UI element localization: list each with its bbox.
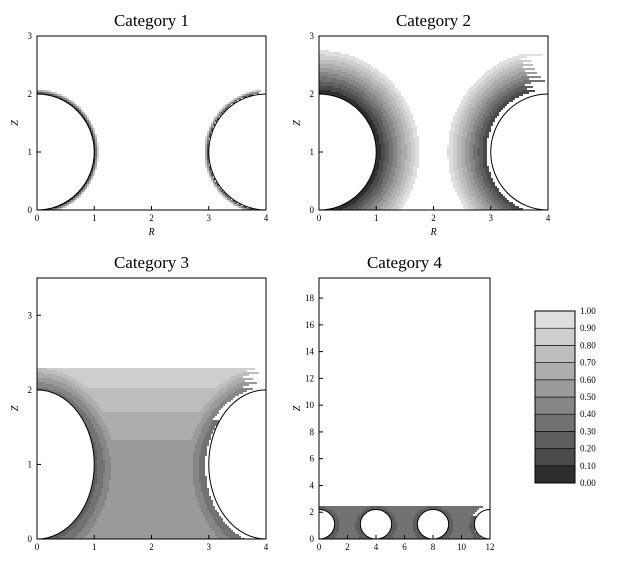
- colorbar-band: [534, 413, 576, 432]
- plot-frame: [318, 277, 491, 540]
- y-tick-label: 10: [305, 400, 315, 410]
- x-tick-label: 2: [149, 542, 154, 552]
- colorbar-band: [534, 310, 576, 329]
- colorbar-label: 0.90: [580, 323, 596, 333]
- colorbar-label: 0.30: [580, 426, 596, 436]
- y-tick-label: 3: [28, 310, 33, 320]
- obstacles: [37, 93, 266, 210]
- obstacle-circle: [473, 509, 490, 539]
- y-tick-label: 14: [305, 347, 315, 357]
- y-axis-label: Z: [10, 120, 21, 126]
- obstacle-circle: [319, 93, 377, 210]
- x-tick-label: 4: [546, 213, 551, 223]
- colorbar-label: 0.70: [580, 358, 596, 368]
- obstacle-circle: [490, 93, 548, 210]
- x-tick-label: 1: [374, 213, 379, 223]
- colorbar-band: [534, 362, 576, 381]
- y-tick-label: 0: [28, 205, 33, 215]
- panel-1: 0 1 2 3 4 0 1 2 3 Category 1 R Z: [10, 11, 269, 238]
- x-tick-label: 2: [431, 213, 436, 223]
- y-tick-label: 0: [28, 534, 33, 544]
- panel-4: 0 2 4 6 8 10 12 0 2 4 6 8 10 12 14 16 18 Category 4 Z: [292, 253, 495, 552]
- x-tick-label: 3: [207, 213, 212, 223]
- panel-2: 0 1 2 3 4 0 1 2 3 Category 2 R Z: [292, 11, 551, 238]
- colorbar-label: 0.10: [580, 461, 596, 471]
- obstacle-circle: [37, 389, 95, 539]
- y-tick-label: 2: [310, 89, 315, 99]
- y-tick-label: 4: [310, 480, 315, 490]
- y-axis-label: Z: [10, 405, 21, 411]
- y-axis-label: Z: [292, 120, 303, 126]
- colorbar-band: [534, 465, 576, 484]
- y-tick-label: 6: [310, 454, 315, 464]
- colorbar-label: 0.60: [580, 375, 596, 385]
- y-tick-label: 3: [28, 31, 33, 41]
- x-tick-label: 6: [402, 542, 407, 552]
- x-tick-label: 8: [431, 542, 436, 552]
- y-tick-label: 16: [305, 320, 315, 330]
- colorbar-band: [534, 345, 576, 363]
- x-tick-label: 0: [317, 542, 322, 552]
- obstacles: [319, 509, 490, 539]
- obstacle-circle: [208, 93, 266, 210]
- x-tick-label: 12: [486, 542, 495, 552]
- panel-title: Category 4: [367, 253, 443, 272]
- y-tick-label: 1: [310, 147, 315, 157]
- obstacles: [319, 93, 548, 210]
- colorbar-band: [534, 396, 576, 415]
- y-tick-label: 8: [310, 427, 315, 437]
- colorbar-label: 0.20: [580, 444, 596, 454]
- colorbar-label: 1.00: [580, 306, 596, 316]
- x-tick-label: 3: [207, 542, 212, 552]
- panel-title: Category 1: [114, 11, 189, 30]
- x-tick-label: 1: [92, 542, 97, 552]
- colorbar-band: [534, 448, 576, 467]
- x-tick-label: 10: [457, 542, 467, 552]
- y-tick-label: 2: [28, 385, 33, 395]
- obstacle-circle: [416, 509, 450, 539]
- x-tick-label: 4: [264, 542, 269, 552]
- colorbar: 0.00 0.10 0.20 0.30 0.40 0.50 0.60 0.70 0.80 0.90…: [534, 306, 596, 488]
- y-tick-label: 18: [305, 293, 315, 303]
- x-tick-label: 0: [35, 542, 40, 552]
- x-tick-label: 4: [264, 213, 269, 223]
- colorbar-band: [534, 327, 576, 346]
- y-tick-label: 1: [28, 147, 33, 157]
- x-tick-label: 1: [92, 213, 97, 223]
- colorbar-label: 0.00: [580, 478, 596, 488]
- y-tick-label: 2: [28, 89, 33, 99]
- x-tick-label: 4: [374, 542, 379, 552]
- y-axis-label: Z: [292, 405, 303, 411]
- obstacle-circle: [37, 93, 95, 210]
- x-axis-label: R: [429, 227, 436, 238]
- y-tick-label: 0: [310, 534, 315, 544]
- y-tick-label: 3: [310, 31, 315, 41]
- obstacles: [37, 389, 266, 539]
- x-tick-label: 2: [345, 542, 350, 552]
- panel-title: Category 3: [114, 253, 189, 272]
- panel-3: 0 1 2 3 4 0 1 2 3 Category 3 Z: [10, 253, 269, 552]
- panel-title: Category 2: [396, 11, 471, 30]
- x-tick-label: 3: [489, 213, 494, 223]
- x-tick-label: 2: [149, 213, 154, 223]
- colorbar-band: [534, 379, 576, 398]
- contour-fill: [319, 506, 485, 539]
- x-tick-label: 0: [317, 213, 322, 223]
- y-tick-label: 1: [28, 459, 33, 469]
- obstacle-circle: [359, 509, 393, 539]
- y-tick-label: 0: [310, 205, 315, 215]
- colorbar-label: 0.80: [580, 340, 596, 350]
- y-tick-label: 12: [305, 373, 314, 383]
- y-tick-label: 2: [310, 507, 315, 517]
- colorbar-label: 0.40: [580, 409, 596, 419]
- x-tick-label: 0: [35, 213, 40, 223]
- obstacle-circle: [208, 389, 266, 539]
- x-axis-label: R: [147, 227, 154, 238]
- colorbar-label: 0.50: [580, 392, 596, 402]
- colorbar-band: [534, 431, 576, 449]
- colorbar-frame: [534, 310, 576, 484]
